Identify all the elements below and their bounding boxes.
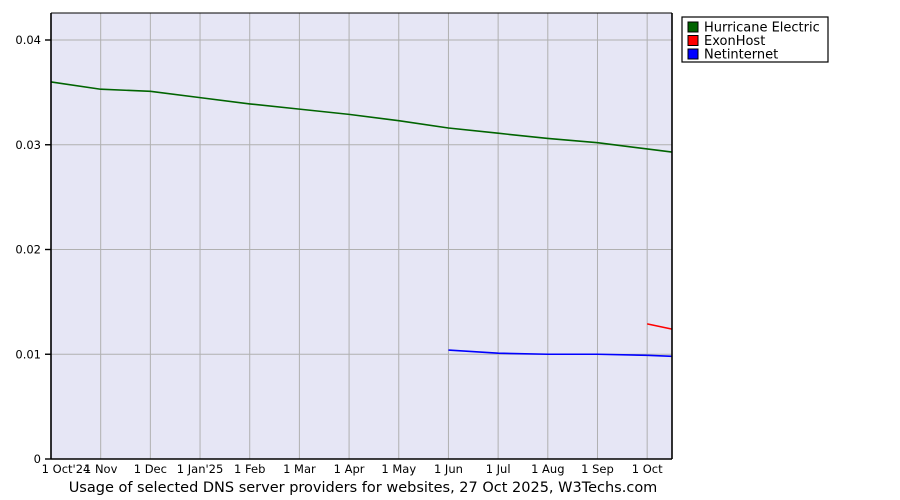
x-axis-tick-label: 1 Nov bbox=[84, 462, 118, 476]
gridlines bbox=[51, 13, 672, 459]
x-axis-tick-labels: 1 Oct'241 Nov 1 Dec 1 Jan'25 1 Feb 1 Mar 1 Ap… bbox=[42, 462, 663, 476]
y-axis-tick-label: 0.03 bbox=[15, 138, 41, 152]
series-line-hurricane-electric bbox=[50, 81, 673, 153]
x-axis-tick-label: 1 Dec bbox=[134, 462, 167, 476]
y-axis-tick-label: 0.04 bbox=[15, 33, 41, 47]
x-axis-tick-label: 1 May bbox=[381, 462, 416, 476]
legend-swatch-exonhost bbox=[687, 35, 699, 46]
legend-label-netinternet: Netinternet bbox=[704, 48, 778, 63]
chart-caption: Usage of selected DNS server providers f… bbox=[69, 480, 658, 496]
y-axis-tick-label: 0 bbox=[34, 452, 41, 466]
x-axis-tick-label: 1 Jan'25 bbox=[177, 462, 224, 476]
data-series-group bbox=[50, 81, 673, 358]
series-line-netinternet bbox=[448, 349, 673, 358]
y-axis-tick-label: 0.01 bbox=[15, 347, 41, 361]
x-axis-tick-label: 1 Oct'24 bbox=[42, 462, 91, 476]
legend-label-exonhost: ExonHost bbox=[704, 34, 765, 49]
series-line-exonhost bbox=[646, 323, 673, 330]
plot-area-background bbox=[51, 13, 672, 459]
x-axis-tick-label: 1 Jun bbox=[434, 462, 463, 476]
x-axis-tick-label: 1 Sep bbox=[581, 462, 614, 476]
y-axis-tick-labels: 0 0.01 0.02 0.03 0.04 bbox=[15, 33, 51, 466]
x-axis-tick-label: 1 Jul bbox=[486, 462, 511, 476]
x-axis-tick-label: 1 Mar bbox=[283, 462, 316, 476]
x-axis-tick-label: 1 Aug bbox=[531, 462, 564, 476]
x-axis-tick-label: 1 Apr bbox=[334, 462, 365, 476]
axis-lines bbox=[50, 12, 673, 460]
legend-box bbox=[681, 16, 829, 63]
x-axis-tick-label: 1 Feb bbox=[234, 462, 265, 476]
legend-label-hurricane-electric: Hurricane Electric bbox=[704, 21, 820, 36]
legend-swatch-netinternet bbox=[687, 48, 699, 60]
legend-swatch-hurricane-electric bbox=[687, 21, 699, 33]
y-axis-tick-label: 0.02 bbox=[15, 243, 41, 257]
x-axis-tick-label: 1 Oct bbox=[632, 462, 663, 476]
